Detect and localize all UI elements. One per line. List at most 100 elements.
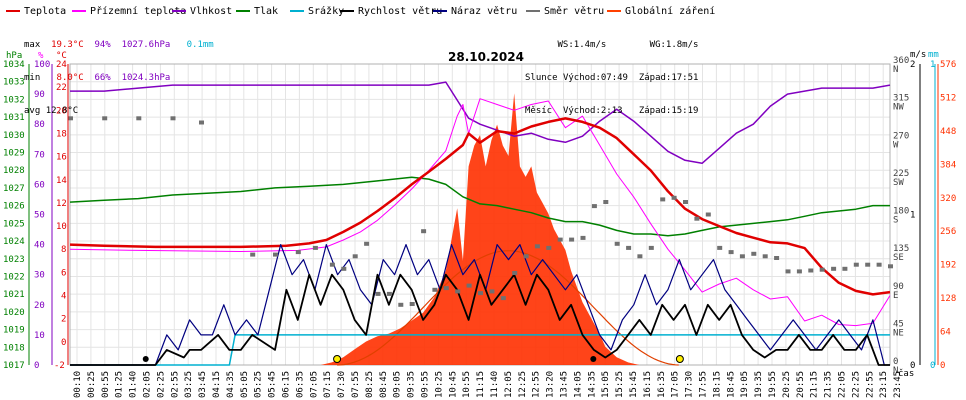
tick-wind-dir: 270 [893, 131, 909, 141]
tick-solar: 256 [940, 227, 956, 237]
x-tick-label: 22:25 [851, 371, 861, 398]
x-tick-label: 23:15 [879, 371, 889, 398]
tick-temp: 24 [56, 60, 67, 70]
tick-pct: 30 [34, 271, 45, 281]
tick-pct: 50 [34, 211, 45, 221]
legend-item: Tlak [236, 4, 278, 18]
wind-dir-point [295, 250, 301, 255]
wind-dir-point [683, 200, 688, 204]
tick-temp: 6 [61, 268, 66, 278]
moon-label: Měsíc [525, 106, 553, 116]
x-tick-label: 20:55 [796, 371, 806, 398]
tick-temp: 12 [56, 199, 67, 209]
tick-solar: 448 [940, 127, 956, 137]
x-tick-label: 15:45 [629, 371, 639, 398]
tick-hpa: 1028 [3, 166, 25, 176]
wind-dir-point [580, 235, 586, 240]
tick-hpa: 1023 [3, 255, 25, 265]
tick-mm: 1 [930, 60, 935, 70]
x-tick-label: 14:35 [587, 371, 597, 398]
legend-item: Náraz větru [433, 4, 517, 18]
wind-dir-point [637, 254, 643, 259]
x-tick-label: 19:55 [768, 371, 778, 398]
wind-dir-point [250, 252, 256, 257]
wind-dir-point [796, 269, 802, 274]
legend-label: Srážky [308, 5, 345, 17]
tick-pct: 40 [34, 241, 45, 251]
legend-item: Globální záření [607, 4, 715, 18]
wind-dir-point [352, 254, 358, 259]
sun-label: Slunce [525, 73, 558, 83]
stats-max-hum: 94% [94, 40, 111, 50]
series-tlak [69, 176, 890, 237]
tick-solar: 576 [940, 60, 956, 70]
legend-label: Náraz větru [451, 5, 518, 17]
wind-summary-row: WS:1.4m/s WG:1.8m/s [525, 40, 699, 51]
stats-avg-row: avg 12.8°C [24, 106, 214, 117]
x-tick-label: 19:35 [754, 371, 764, 398]
wind-dir-point [739, 254, 745, 259]
axis-label-temp: °C [56, 51, 67, 61]
tick-solar: 320 [940, 194, 956, 204]
tick-hpa: 1017 [3, 361, 25, 371]
wind-dir-point [329, 262, 335, 267]
wind-dir-point [136, 116, 142, 121]
legend-label: Rychlost větru [358, 5, 443, 17]
wind-dir-point [478, 291, 483, 296]
x-tick-label: 19:05 [740, 371, 750, 398]
x-tick-label: 02:25 [156, 371, 166, 398]
tick-wind-dir-name: NW [893, 103, 904, 113]
sunset-marker [675, 355, 684, 363]
wind-dir-point [569, 237, 575, 242]
legend-swatch [526, 10, 540, 12]
wind-dir-point [808, 268, 814, 273]
x-tick-label: 20:25 [782, 371, 792, 398]
x-tick-label: 11:40 [490, 371, 500, 398]
tick-temp: 10 [56, 222, 67, 232]
legend-item: Teplota [6, 4, 66, 18]
legend-swatch [433, 10, 447, 12]
tick-wind-dir-name: N [893, 65, 898, 75]
wind-dir-point [534, 244, 540, 249]
tick-hpa: 1031 [3, 113, 25, 123]
tick-hpa: 1034 [3, 60, 25, 70]
wind-dir-point [512, 271, 518, 275]
x-tick-label: 07:30 [337, 371, 347, 398]
wind-dir-point [876, 262, 882, 267]
wind-dir-point [312, 245, 318, 250]
x-tick-label: 10:45 [448, 371, 458, 398]
tick-hpa: 1025 [3, 219, 25, 229]
tick-temp: 8 [61, 245, 66, 255]
legend-item: Vlhkost [172, 4, 232, 18]
wind-dir-point [466, 283, 472, 288]
x-tick-label: 12:25 [518, 371, 528, 398]
x-axis-label: čas [898, 368, 914, 379]
x-tick-label: 02:55 [170, 371, 180, 398]
x-tick-label: 00:10 [73, 371, 83, 398]
x-tick-label: 01:40 [129, 371, 139, 398]
series-přízemní-teplota [69, 98, 891, 327]
x-tick-label: 00:55 [101, 371, 111, 398]
chart-title: 28.10.2024 [448, 50, 524, 64]
x-tick-label: 12:55 [532, 371, 542, 398]
x-tick-label: 05:45 [268, 371, 278, 398]
stats-block: max 19.3°C 94% 1027.6hPa 0.1mm min 8.0°C… [24, 18, 214, 128]
sunrise-marker [333, 355, 342, 363]
wind-dir-point [762, 254, 768, 259]
tick-pct: 10 [34, 331, 45, 341]
series-teplota [69, 117, 891, 296]
tick-temp: 18 [56, 129, 67, 139]
x-tick-label: 18:15 [712, 371, 722, 398]
tick-hpa: 1026 [3, 202, 25, 212]
stats-min-temp: 8.0°C [56, 73, 84, 83]
x-tick-label: 03:25 [184, 371, 194, 398]
x-tick-label: 07:05 [309, 371, 319, 398]
tick-temp: 20 [56, 106, 67, 116]
x-tick-label: 13:20 [546, 371, 556, 398]
wind-dir-point [853, 262, 859, 267]
tick-solar: 384 [940, 160, 956, 170]
tick-hpa: 1022 [3, 272, 25, 282]
legend-swatch [6, 10, 20, 12]
wind-dir-point [170, 116, 176, 121]
